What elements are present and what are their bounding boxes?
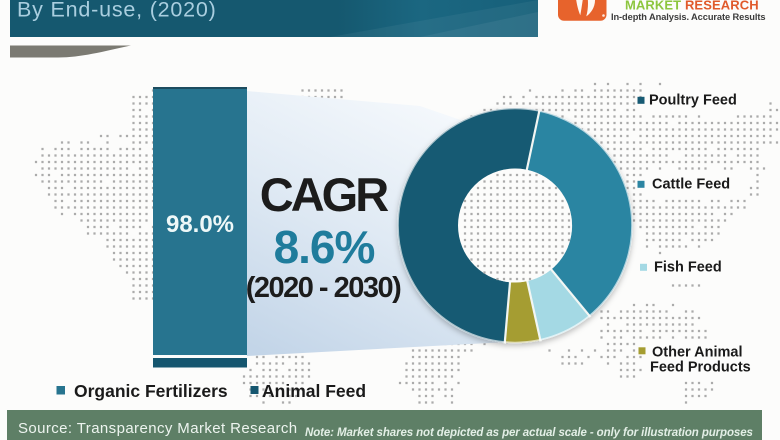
- svg-text:Animal Feed: Animal Feed: [262, 381, 366, 401]
- svg-text:Other Animal: Other Animal: [652, 344, 743, 360]
- svg-text:In-depth Analysis. Accurate Re: In-depth Analysis. Accurate Results: [611, 12, 765, 22]
- svg-text:MARKET RESEARCH: MARKET RESEARCH: [625, 0, 759, 13]
- svg-text:Fish Feed: Fish Feed: [654, 260, 722, 276]
- svg-text:8.6%: 8.6%: [274, 221, 375, 273]
- svg-text:(2020 - 2030): (2020 - 2030): [246, 272, 401, 304]
- svg-text:Cattle Feed: Cattle Feed: [652, 177, 730, 193]
- svg-text:CAGR: CAGR: [260, 168, 388, 221]
- svg-text:Source: Transparency Market Re: Source: Transparency Market Research: [18, 420, 298, 437]
- svg-text:Feed Products: Feed Products: [650, 360, 751, 376]
- svg-text:98.0%: 98.0%: [166, 211, 234, 238]
- svg-text:Poultry Feed: Poultry Feed: [649, 93, 737, 109]
- svg-text:By End-use, (2020): By End-use, (2020): [17, 0, 217, 22]
- svg-text:Note: Market shares not depict: Note: Market shares not depicted as per …: [305, 427, 753, 439]
- svg-text:Organic Fertilizers: Organic Fertilizers: [74, 381, 228, 401]
